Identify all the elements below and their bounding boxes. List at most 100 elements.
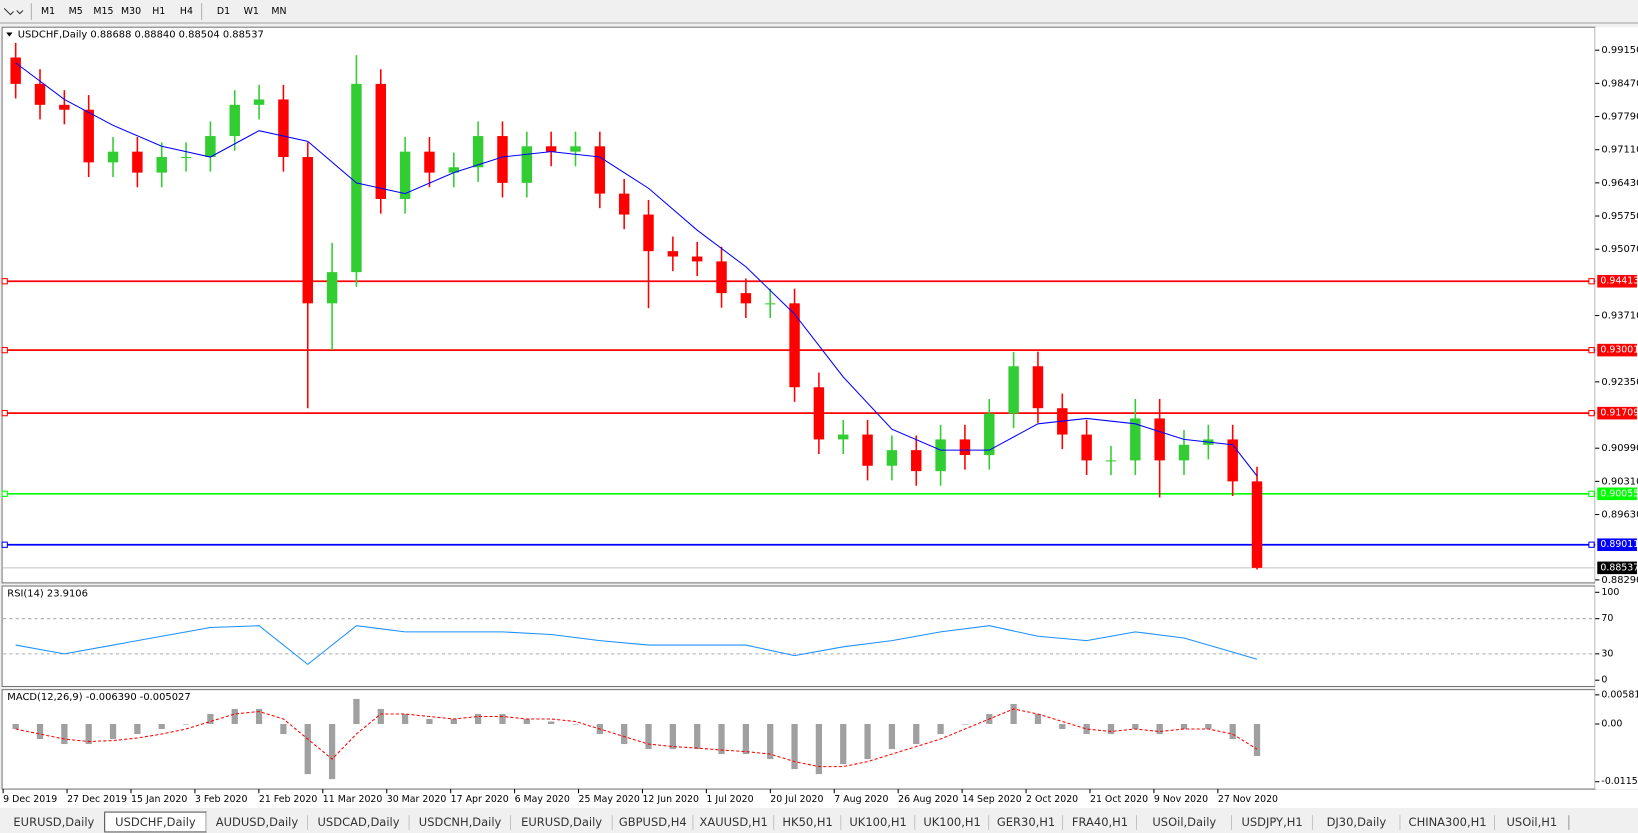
- level-label-bg: [1597, 487, 1637, 501]
- y-tick-label: 0.005818: [1601, 689, 1638, 700]
- candle-body: [667, 251, 679, 257]
- macd-bar: [523, 718, 530, 725]
- tab-label[interactable]: GBPUSD,H4: [619, 815, 687, 829]
- macd-bar: [1107, 724, 1115, 735]
- tab-label[interactable]: FRA40,H1: [1072, 815, 1128, 829]
- tab[interactable]: [693, 812, 775, 832]
- candle-body: [1227, 439, 1238, 482]
- candle-body: [253, 99, 265, 105]
- tab-label[interactable]: USDCNH,Daily: [419, 815, 502, 829]
- macd-bar: [474, 713, 482, 725]
- tab[interactable]: [1312, 812, 1401, 832]
- candle-body: [838, 434, 849, 440]
- tab[interactable]: [612, 812, 694, 832]
- macd-bar: [1156, 724, 1163, 735]
- level-handle: [1, 541, 8, 548]
- tab-label[interactable]: USDJPY,H1: [1241, 815, 1302, 829]
- tab[interactable]: [3, 812, 105, 832]
- tab[interactable]: [1231, 812, 1313, 832]
- macd-bar: [961, 724, 969, 725]
- tab-label[interactable]: EURUSD,Daily: [521, 815, 602, 829]
- timeframe-button[interactable]: M1: [41, 6, 55, 17]
- x-tick-label: 7 Aug 2020: [834, 794, 888, 805]
- candle-body: [1251, 481, 1263, 568]
- x-tick-label: 9 Nov 2020: [1154, 794, 1208, 805]
- tab[interactable]: [841, 812, 916, 832]
- candle-body: [1154, 418, 1165, 461]
- y-tick-label: 0: [1601, 675, 1607, 686]
- macd-bar: [377, 708, 384, 725]
- candle-body: [205, 136, 216, 158]
- tab[interactable]: [307, 812, 410, 832]
- macd-bar: [231, 708, 238, 725]
- tab-label[interactable]: AUDUSD,Daily: [216, 815, 299, 829]
- candle-body: [375, 83, 386, 199]
- tab-label[interactable]: USOil,Daily: [1152, 815, 1216, 829]
- x-tick-label: 9 Dec 2019: [3, 794, 57, 805]
- macd-bar: [280, 724, 287, 735]
- timeframe-button[interactable]: W1: [244, 6, 259, 17]
- y-tick-label: 70: [1601, 613, 1613, 624]
- timeframe-button[interactable]: M15: [93, 6, 113, 17]
- panel-menu[interactable]: [6, 32, 13, 37]
- tab-label[interactable]: GER30,H1: [997, 815, 1055, 829]
- macd-bar: [621, 724, 628, 745]
- tab-label[interactable]: XAUUSD,H1: [700, 815, 768, 829]
- level-handle: [1588, 541, 1595, 548]
- macd-bar: [450, 718, 457, 725]
- tab-label[interactable]: USOil,H1: [1506, 815, 1557, 829]
- candle-body: [1008, 366, 1019, 414]
- candle-body: [326, 272, 338, 304]
- tab[interactable]: [1063, 812, 1137, 832]
- macd-bar: [1083, 724, 1090, 735]
- macd-bar: [694, 724, 701, 750]
- tab-label[interactable]: USDCAD,Daily: [318, 815, 400, 829]
- macd-bar: [1059, 724, 1066, 730]
- tab-label[interactable]: EURUSD,Daily: [13, 815, 94, 829]
- x-tick-label: 25 May 2020: [579, 794, 640, 805]
- timeframe-button[interactable]: H1: [152, 6, 165, 17]
- tab[interactable]: [774, 812, 842, 832]
- tab-label[interactable]: CHINA300,H1: [1409, 815, 1487, 829]
- moving-average: [15, 62, 1258, 477]
- timeframe-button[interactable]: D1: [217, 6, 230, 17]
- tab[interactable]: [1494, 812, 1569, 832]
- candle-body: [351, 83, 362, 273]
- macd-bar: [353, 698, 360, 725]
- tab[interactable]: [1136, 812, 1232, 832]
- tab-label[interactable]: UK100,H1: [923, 815, 980, 829]
- level-label: 0.91709: [1600, 408, 1638, 419]
- tab-label[interactable]: UK100,H1: [849, 815, 906, 829]
- candle-body: [1178, 444, 1190, 461]
- tab[interactable]: [409, 812, 511, 832]
- level-label: 0.93001: [1600, 345, 1638, 356]
- tab-label[interactable]: DJ30,Daily: [1327, 815, 1387, 829]
- tab-label[interactable]: HK50,H1: [782, 815, 832, 829]
- macd-bar: [182, 724, 190, 725]
- macd-bar: [767, 724, 774, 760]
- level-label: 0.89011: [1600, 539, 1638, 550]
- tab[interactable]: [510, 812, 613, 832]
- tab[interactable]: [989, 812, 1064, 832]
- timeframe-button[interactable]: H4: [180, 6, 193, 17]
- tab[interactable]: [206, 812, 308, 832]
- candle-body: [789, 303, 800, 388]
- timeframe-button[interactable]: M30: [121, 6, 141, 17]
- timeframe-button[interactable]: M5: [69, 6, 83, 17]
- x-tick-label: 27 Dec 2019: [67, 794, 127, 805]
- tab[interactable]: [1400, 812, 1495, 832]
- tab[interactable]: [915, 812, 990, 832]
- candle-body: [424, 151, 435, 173]
- macd-bar: [12, 724, 19, 730]
- x-tick-label: 6 May 2020: [515, 794, 570, 805]
- tool-icon[interactable]: [3, 8, 24, 16]
- x-tick-label: 30 Mar 2020: [387, 794, 447, 805]
- timeframe-button[interactable]: MN: [271, 6, 286, 17]
- tab-label[interactable]: USDCHF,Daily: [115, 815, 196, 829]
- level-handle: [1, 409, 8, 417]
- candle-body: [1081, 434, 1092, 461]
- level-handle: [1, 346, 8, 354]
- level-label: 0.94413: [1600, 276, 1638, 287]
